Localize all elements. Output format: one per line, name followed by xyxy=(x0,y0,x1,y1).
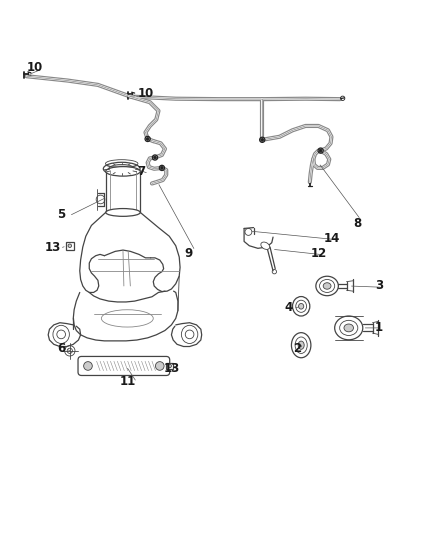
Ellipse shape xyxy=(298,341,304,349)
Ellipse shape xyxy=(293,296,310,316)
Ellipse shape xyxy=(291,333,311,358)
Text: 13: 13 xyxy=(163,361,180,375)
Text: 2: 2 xyxy=(293,342,301,355)
Text: 6: 6 xyxy=(57,342,65,355)
Text: 1: 1 xyxy=(375,320,383,334)
FancyBboxPatch shape xyxy=(66,242,74,249)
Text: 9: 9 xyxy=(184,247,193,260)
Circle shape xyxy=(68,244,71,247)
Circle shape xyxy=(84,361,92,370)
Ellipse shape xyxy=(335,316,363,340)
Text: 3: 3 xyxy=(375,279,383,293)
FancyBboxPatch shape xyxy=(78,357,170,375)
Ellipse shape xyxy=(106,208,140,216)
Text: 10: 10 xyxy=(27,61,43,74)
Circle shape xyxy=(155,361,164,370)
Ellipse shape xyxy=(106,167,140,176)
Circle shape xyxy=(161,167,163,169)
Circle shape xyxy=(261,139,264,141)
Ellipse shape xyxy=(261,242,270,249)
Ellipse shape xyxy=(299,303,304,309)
Text: 8: 8 xyxy=(353,217,361,230)
Circle shape xyxy=(319,149,322,152)
Text: 5: 5 xyxy=(57,208,65,221)
Text: 7: 7 xyxy=(137,165,145,178)
Ellipse shape xyxy=(109,165,134,173)
Text: 13: 13 xyxy=(44,240,60,254)
FancyBboxPatch shape xyxy=(166,362,173,369)
Text: 4: 4 xyxy=(284,301,292,314)
Ellipse shape xyxy=(323,282,331,289)
Text: 14: 14 xyxy=(323,232,339,245)
Text: 10: 10 xyxy=(138,87,154,100)
Ellipse shape xyxy=(344,324,353,332)
Circle shape xyxy=(146,138,149,140)
Circle shape xyxy=(168,364,171,368)
Text: 11: 11 xyxy=(120,375,136,387)
Ellipse shape xyxy=(316,276,338,296)
Circle shape xyxy=(154,156,156,159)
Text: 12: 12 xyxy=(311,247,327,260)
